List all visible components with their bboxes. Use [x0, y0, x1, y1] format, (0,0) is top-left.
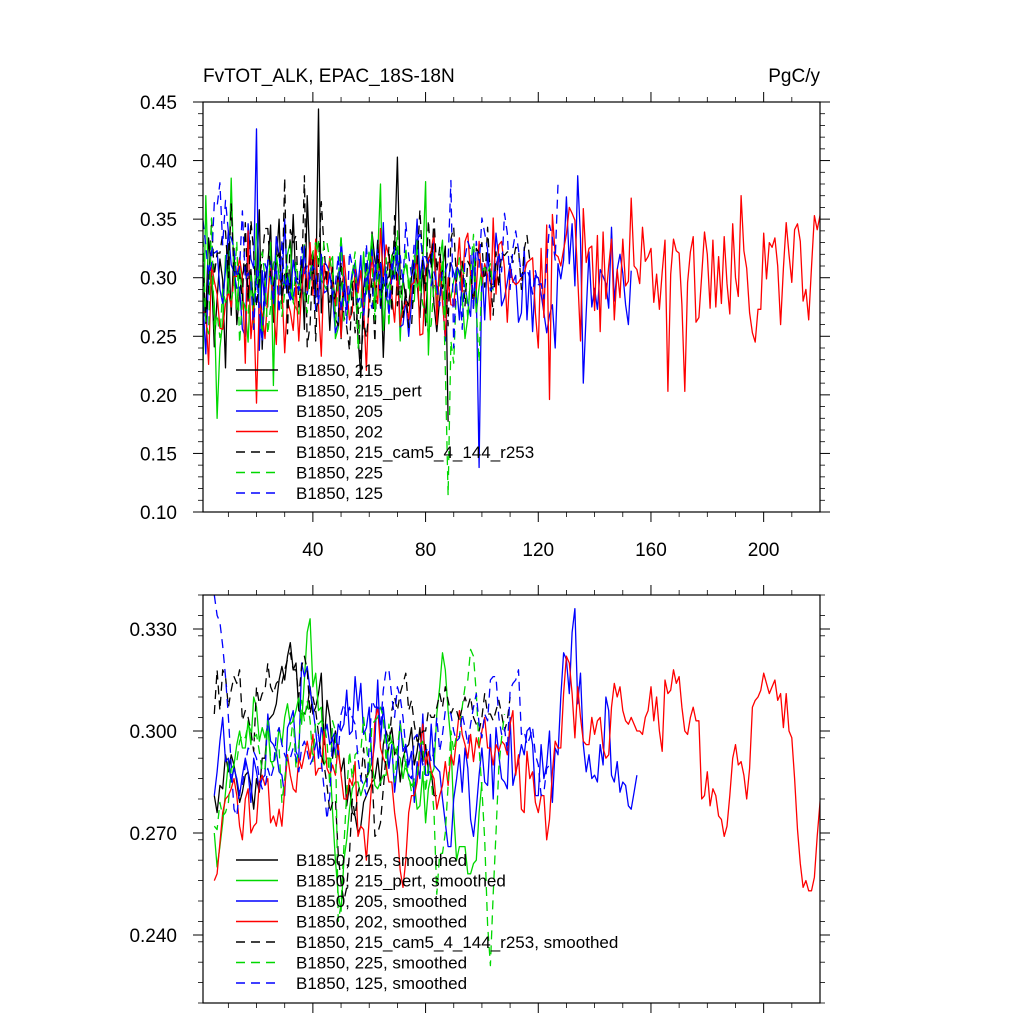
top-legend-label-b1850-225: B1850, 225	[296, 464, 383, 483]
top-x-tick-label: 40	[302, 540, 323, 561]
top-legend-label-b1850-215-pert: B1850, 215_pert	[296, 382, 422, 401]
top-axes: 40 80 120 160 200 0.10 0.15 0.20 0.25 0.30 0.35 0.4…	[140, 92, 830, 561]
top-x-tick-label: 120	[522, 540, 554, 561]
top-legend-label-b1850-125: B1850, 125	[296, 484, 383, 503]
top-panel: FvTOT_ALK, EPAC_18S-18N PgC/y 40 80 120 160…	[140, 66, 830, 561]
top-y-tick-label: 0.20	[140, 386, 177, 407]
bottom-series-layer	[213, 595, 820, 967]
top-legend-label-b1850-205: B1850, 205	[296, 402, 383, 421]
bottom-legend-label-b1850-225-smoothed: B1850, 225, smoothed	[296, 954, 467, 973]
bottom-y-tick-label: 0.240	[129, 926, 177, 947]
bottom-legend-label-b1850-215-cam5-4-144-r253-smoothed: B1850, 215_cam5_4_144_r253, smoothed	[296, 933, 618, 952]
bottom-series-b1850-202-smoothed	[213, 655, 820, 892]
bottom-y-tick-label: 0.270	[129, 824, 177, 845]
top-y-tick-label: 0.35	[140, 210, 177, 231]
bottom-legend-label-b1850-215-pert-smoothed: B1850, 215_pert, smoothed	[296, 872, 506, 891]
bottom-legend-label-b1850-202-smoothed: B1850, 202, smoothed	[296, 913, 467, 932]
bottom-series-b1850-125-smoothed	[213, 595, 551, 821]
top-series-b1850-125	[203, 179, 559, 349]
bottom-y-tick-label: 0.330	[129, 620, 177, 641]
top-y-tick-label: 0.30	[140, 269, 177, 290]
top-x-tick-label: 200	[748, 540, 780, 561]
top-y-tick-label: 0.25	[140, 327, 177, 348]
top-x-tick-label: 160	[635, 540, 667, 561]
panel-title: FvTOT_ALK, EPAC_18S-18N	[203, 66, 455, 87]
units-label: PgC/y	[768, 66, 820, 87]
top-x-tick-label: 80	[415, 540, 436, 561]
bottom-legend-label-b1850-125-smoothed: B1850, 125, smoothed	[296, 974, 467, 993]
bottom-legend: B1850, 215, smoothed B1850, 215_pert, smo…	[236, 851, 618, 993]
top-series-layer	[203, 108, 820, 497]
bottom-legend-label-b1850-215-smoothed: B1850, 215, smoothed	[296, 851, 467, 870]
top-y-tick-label: 0.45	[140, 93, 177, 114]
top-y-tick-label: 0.40	[140, 152, 177, 173]
bottom-axes: 0.240 0.270 0.300 0.330	[129, 585, 830, 1013]
top-y-tick-label: 0.10	[140, 503, 177, 524]
bottom-series-b1850-215-pert-smoothed	[213, 618, 483, 912]
top-legend-label-b1850-202: B1850, 202	[296, 423, 383, 442]
top-y-tick-label: 0.15	[140, 444, 177, 465]
bottom-series-b1850-215-smoothed	[213, 641, 437, 834]
top-plot-frame	[202, 101, 821, 513]
top-legend-label-b1850-215-cam5-4-144-r253: B1850, 215_cam5_4_144_r253	[296, 443, 534, 462]
top-series-b1850-215-cam5-4-144-r253	[203, 175, 531, 363]
bottom-panel: 0.240 0.270 0.300 0.330 B1850, 215, smoothe…	[129, 585, 830, 1013]
bottom-y-tick-label: 0.300	[129, 722, 177, 743]
top-legend-label-b1850-215: B1850, 215	[296, 361, 383, 380]
bottom-legend-label-b1850-205-smoothed: B1850, 205, smoothed	[296, 892, 467, 911]
bottom-series-b1850-215-cam5-4-144-r253-smoothed	[213, 652, 511, 902]
